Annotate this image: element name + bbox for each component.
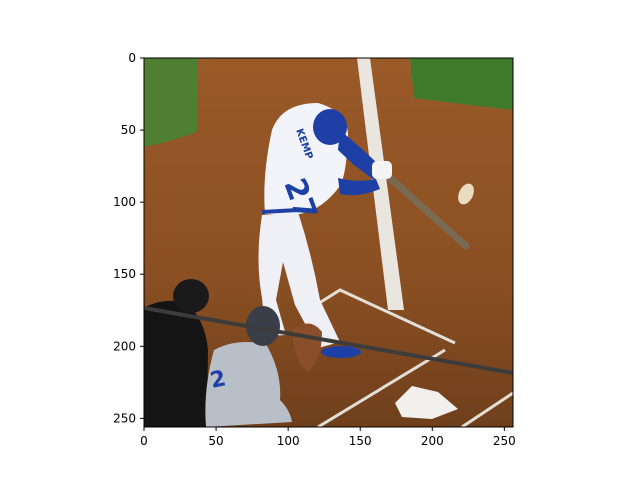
batters-box-line — [315, 288, 456, 345]
x-tick-label: 150 — [349, 434, 372, 448]
umpire-helmet — [173, 279, 209, 313]
foul-line — [357, 58, 404, 310]
shoe — [321, 346, 361, 358]
batter-arm-lower — [338, 178, 380, 196]
plot-frame — [143, 57, 514, 428]
x-tick-label: 50 — [208, 434, 223, 448]
grass-right — [410, 58, 513, 110]
catcher-helmet — [246, 306, 280, 346]
catcher-number: 2 — [208, 366, 228, 394]
backstop-net-line — [144, 306, 513, 375]
home-plate — [395, 386, 458, 419]
umpire — [144, 279, 210, 427]
catcher: 2 — [205, 306, 322, 427]
batters-box-line-lower — [317, 348, 446, 427]
batters-box-line-right — [461, 391, 513, 427]
y-tick-label: 50 — [121, 123, 136, 137]
plot-area: 27 KEMP 2 — [144, 58, 513, 427]
baseball-photo: 27 KEMP 2 — [144, 58, 513, 427]
batter: 27 KEMP — [258, 103, 470, 358]
y-axis: 0 50 100 150 200 250 — [113, 51, 144, 425]
x-tick-label: 0 — [140, 434, 148, 448]
x-tick-label: 100 — [277, 434, 300, 448]
x-tick-label: 250 — [493, 434, 516, 448]
y-tick-label: 250 — [113, 411, 136, 425]
y-tick-label: 0 — [128, 51, 136, 65]
bat — [386, 174, 470, 250]
y-tick-label: 200 — [113, 339, 136, 353]
baseball — [458, 183, 474, 205]
x-axis: 0 50 100 150 200 250 — [140, 427, 516, 448]
x-tick-label: 200 — [421, 434, 444, 448]
catcher-body — [205, 342, 292, 427]
batter-helmet — [313, 109, 347, 145]
batter-legs — [258, 212, 340, 348]
belt — [261, 208, 299, 214]
batting-gloves — [372, 161, 392, 179]
y-tick-label: 150 — [113, 267, 136, 281]
y-tick-label: 100 — [113, 195, 136, 209]
umpire-body — [144, 300, 210, 427]
grass-left — [144, 58, 197, 147]
